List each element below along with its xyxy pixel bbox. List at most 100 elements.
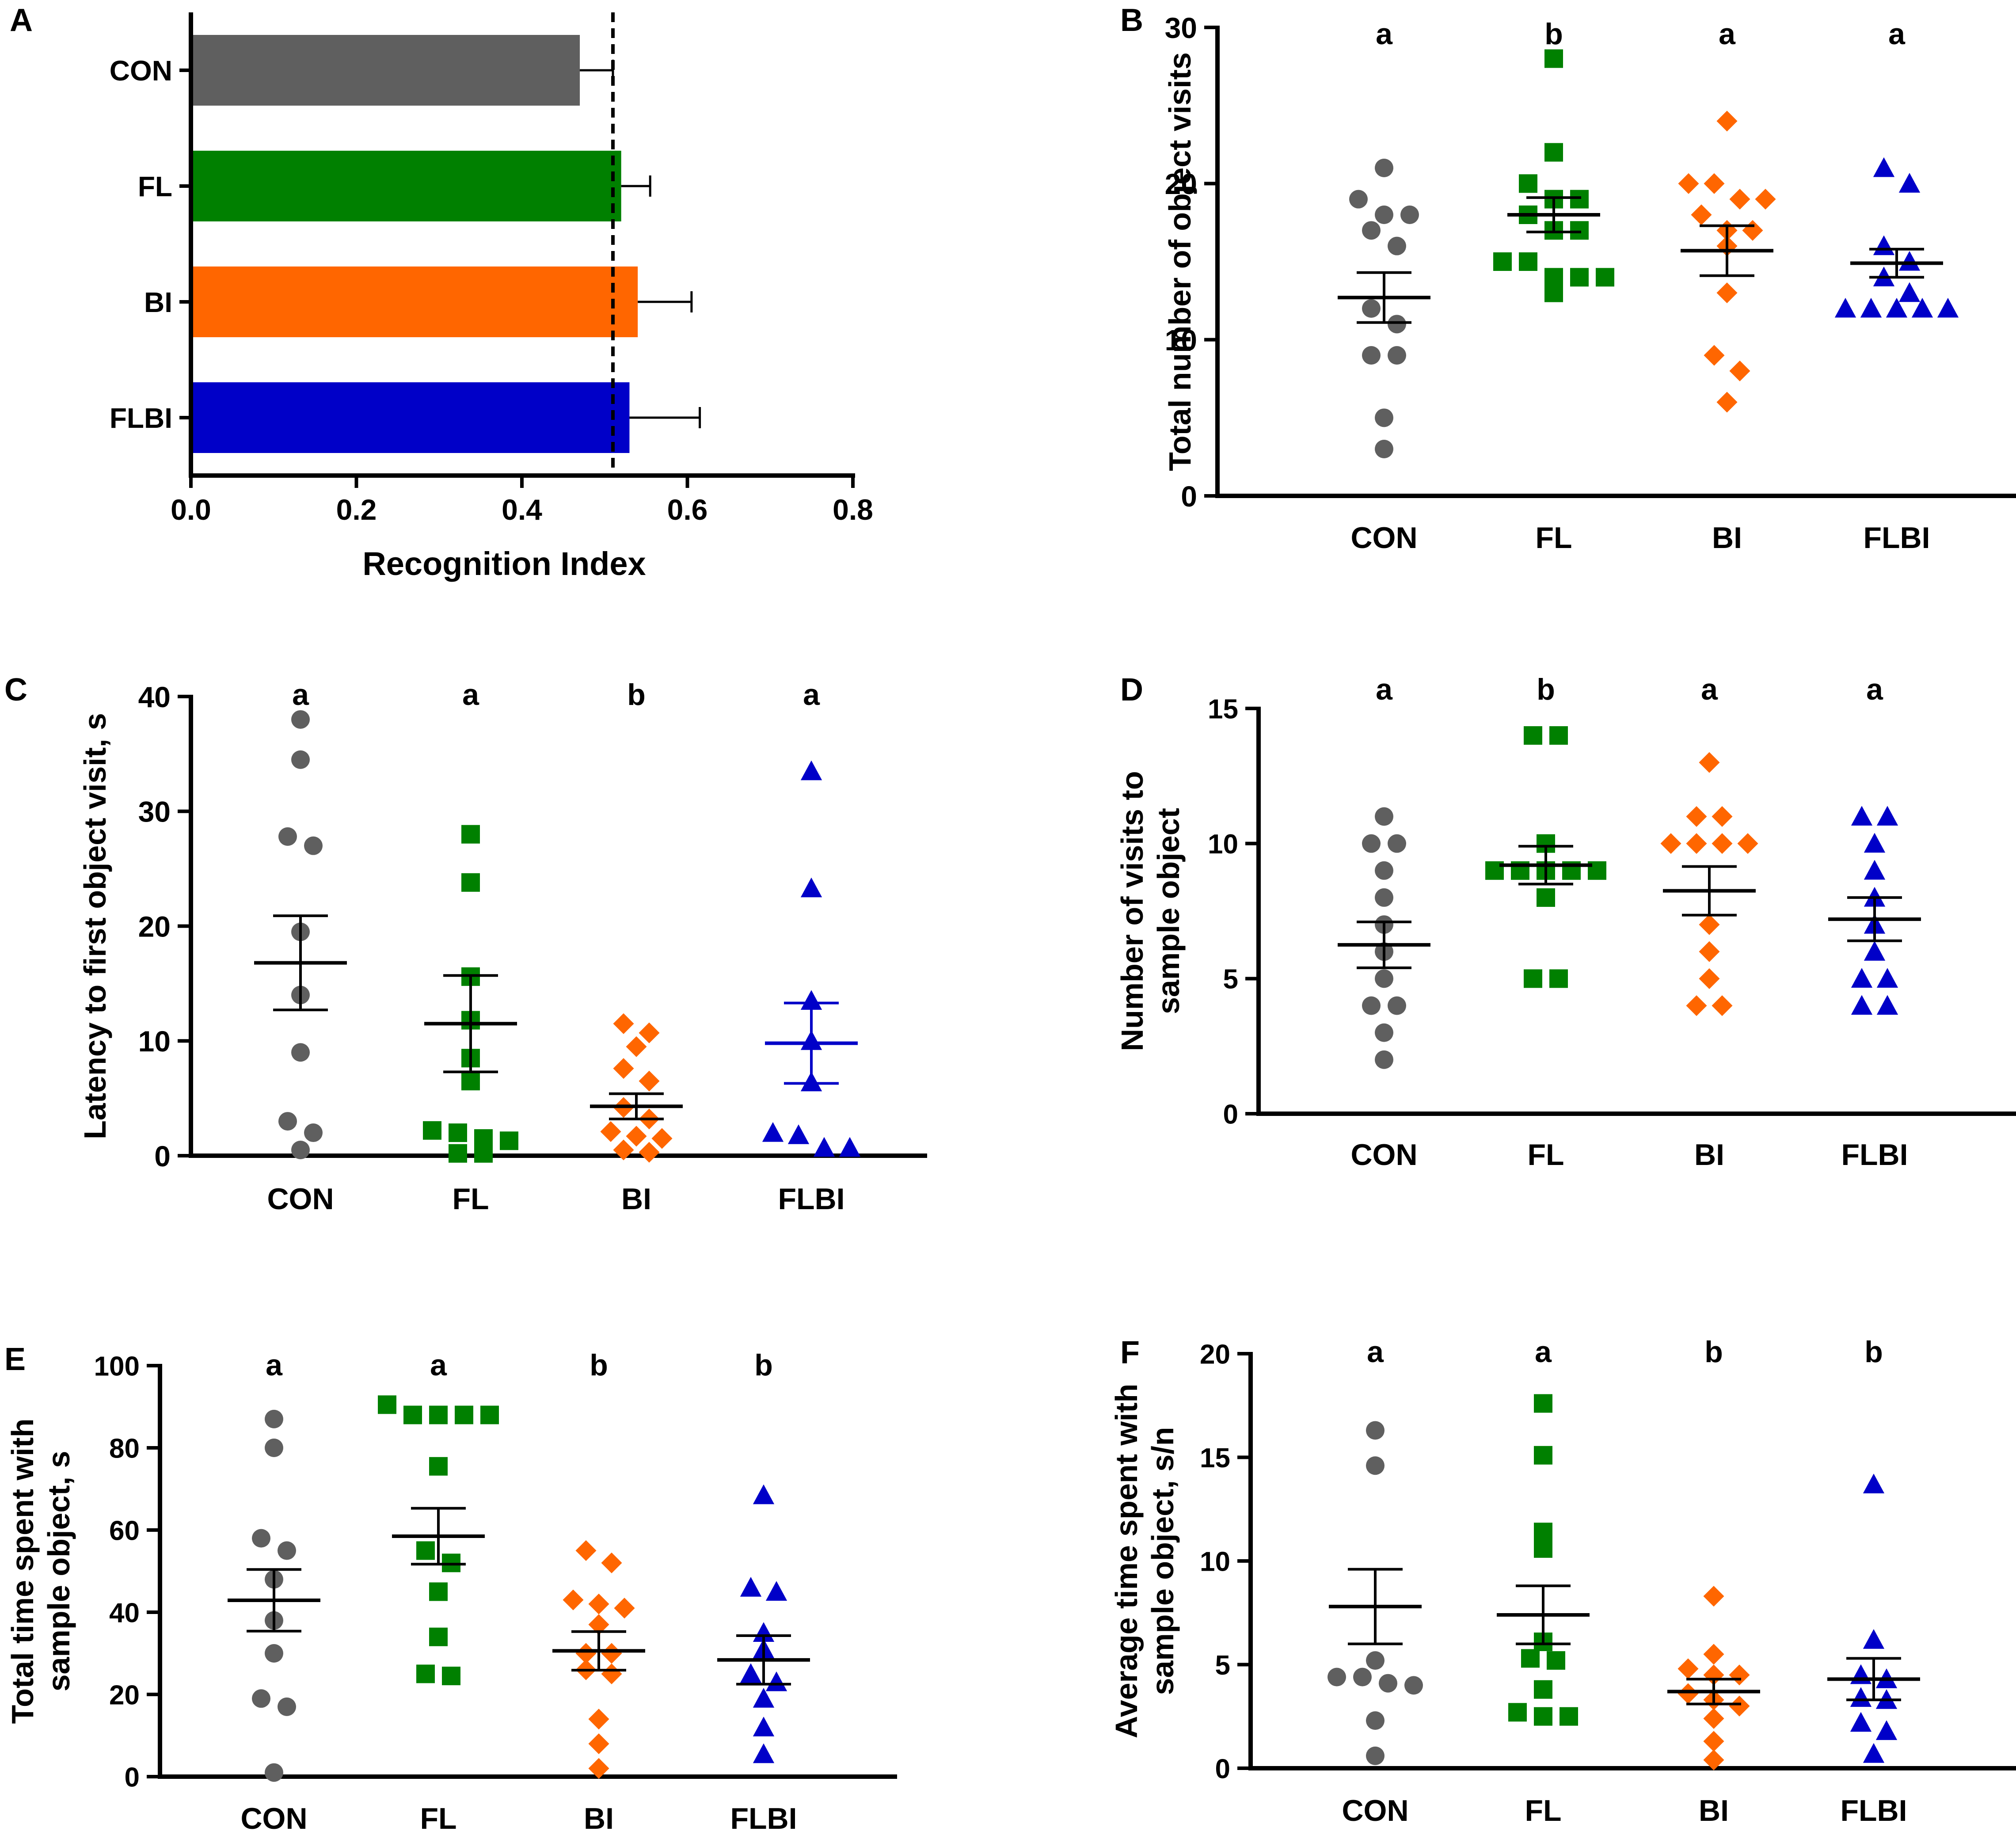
data-point-con [1362,346,1381,365]
category-label-bi: BI [144,286,172,318]
data-point-bi [626,1126,647,1147]
significance-letter-bi: b [627,678,646,712]
data-point-flbi [1864,833,1886,853]
data-point-flbi [753,1717,775,1736]
significance-letter-flbi: a [1888,17,1906,51]
data-point-bi [575,1540,597,1561]
panel-label-A: A [10,3,33,38]
data-point-con [1388,346,1406,365]
data-point-bi [1729,360,1750,381]
data-point-bi [1703,1731,1724,1752]
data-point-fl [1596,268,1614,287]
panel-C-chart: C 0 10 20 30 40 Latency to first object visit,… [4,672,927,1216]
significance-letter-bi: b [590,1348,608,1382]
category-label-flbi: FLBI [1841,1138,1908,1172]
category-label-flbi: FLBI [1863,521,1930,555]
data-point-con [1366,1456,1385,1475]
y-tick-label: 100 [94,1351,140,1382]
significance-letter-flbi: a [1866,673,1883,706]
y-tick-label: 20 [138,910,171,943]
data-point-bi [1729,1664,1750,1686]
data-point-flbi [800,877,822,898]
category-label-fl: FL [420,1802,456,1831]
y-tick-label: 10 [1200,1546,1230,1577]
y-axis-title-line: sample object [1151,808,1186,1014]
data-point-bi [1703,1749,1724,1770]
x-tick-label: 0.6 [667,493,708,526]
data-point-bi [1712,833,1733,854]
x-tick-label: 0.0 [171,493,211,526]
data-point-bi [1677,1658,1699,1679]
data-point-bi [588,1614,609,1635]
data-point-flbi [1873,235,1895,255]
data-point-fl [1570,221,1589,240]
data-point-flbi [800,760,822,780]
y-axis-title: Average time spent with sample object, s/… [1109,1384,1180,1739]
data-point-con [1404,1676,1423,1695]
y-tick-label: 10 [138,1025,171,1058]
data-point-con [1375,807,1393,826]
panel-label-F: F [1120,1335,1140,1370]
data-point-fl [1544,268,1563,287]
y-tick-label: 20 [109,1680,140,1710]
significance-letter-bi: a [1701,673,1718,706]
data-point-bi [588,1709,609,1730]
category-label-fl: FL [138,171,172,202]
data-point-bi [1691,204,1712,225]
data-point-flbi [753,1688,775,1708]
data-point-con [1388,996,1406,1015]
significance-letter-flbi: b [754,1348,773,1382]
data-point-bi [1699,941,1720,962]
y-tick-label: 0 [1181,480,1197,513]
data-point-bi [1712,806,1733,827]
data-point-flbi [1850,1712,1872,1732]
significance-letter-con: a [1367,1335,1384,1369]
data-point-fl [429,1405,448,1424]
data-point-con [1366,1421,1385,1440]
data-point-flbi [765,1581,787,1601]
x-tick-label: 0.2 [336,493,377,526]
data-point-bi [1729,189,1750,210]
y-tick-label: 0 [1215,1754,1230,1784]
data-point-bi [613,1058,634,1079]
data-point-con [1375,969,1393,988]
category-label-con: CON [240,1802,307,1831]
data-point-flbi [1876,995,1898,1015]
data-point-flbi [1876,968,1898,988]
data-point-con [1388,315,1406,334]
data-point-con [278,827,297,846]
data-point-con [1400,206,1419,224]
data-point-con [278,1697,296,1716]
data-point-fl [1549,726,1568,745]
data-point-fl [442,1667,460,1686]
data-point-bi [575,1643,597,1664]
y-tick-label: 10 [1165,324,1197,356]
category-label-bi: BI [584,1802,614,1831]
category-label-flbi: FLBI [1840,1794,1907,1827]
data-point-bi [1704,173,1725,194]
data-point-bi [600,1121,621,1142]
significance-letter-bi: b [1704,1335,1723,1369]
data-point-fl [423,1121,441,1140]
data-point-fl [449,1123,467,1142]
y-axis-title-line: Total time spent with [5,1419,40,1724]
data-point-bi [1742,220,1763,241]
data-point-fl [500,1131,518,1150]
data-point-bi [1699,968,1720,989]
significance-letter-fl: b [1537,673,1555,706]
data-point-bi [588,1733,609,1755]
data-point-bi [1678,173,1699,194]
category-label-fl: FL [452,1182,489,1216]
significance-letter-flbi: a [803,678,820,712]
significance-letter-con: a [266,1348,283,1382]
data-point-bi [563,1589,584,1610]
data-point-con [1366,1746,1385,1765]
data-point-fl [461,873,480,892]
y-axis-title-line: sample object, s/n [1145,1427,1180,1695]
data-point-bi [588,1593,609,1614]
data-point-fl [1549,969,1568,988]
data-point-bi [1686,995,1707,1016]
data-point-bi [1686,806,1707,827]
significance-letter-con: a [1376,673,1393,706]
